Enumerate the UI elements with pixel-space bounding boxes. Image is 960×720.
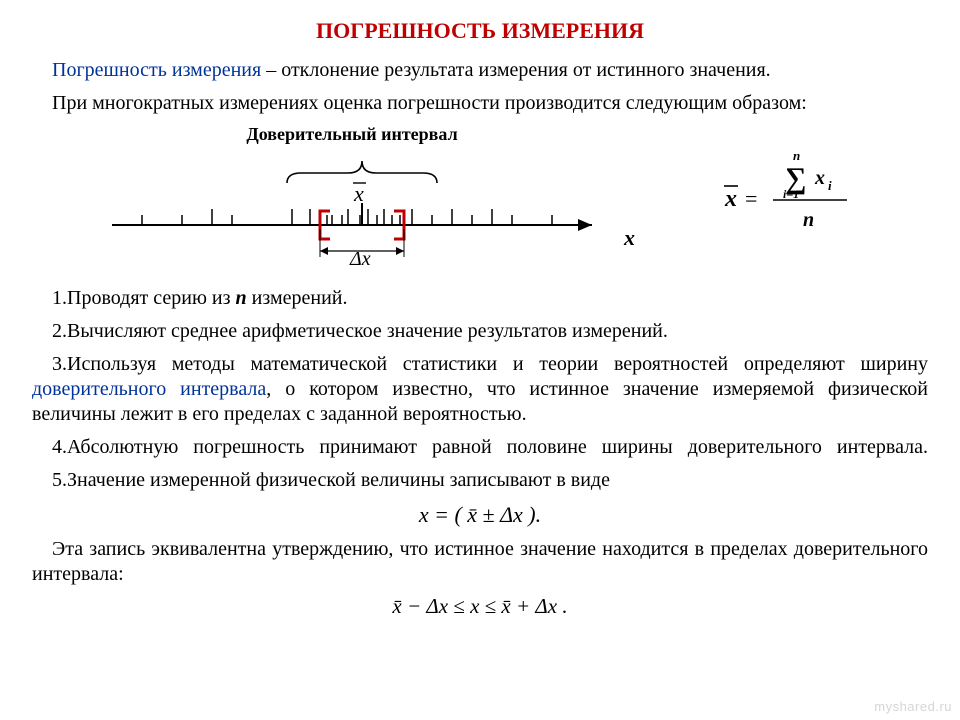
svg-text:x: x — [353, 181, 364, 206]
svg-text:x: x — [814, 167, 825, 189]
result-formula: x = ( x̄ ± Δx ). — [32, 501, 928, 529]
intro-rest: – отклонение результата измерения от ист… — [261, 59, 770, 81]
lead-paragraph: При многократных измерениях оценка погре… — [32, 91, 928, 116]
step-1: 1.Проводят серию из n измерений. — [32, 286, 928, 311]
mean-formula: x=∑ni=1xin — [672, 124, 928, 256]
svg-text:n: n — [793, 148, 800, 163]
svg-text:=: = — [745, 186, 757, 211]
term: Погрешность измерения — [52, 59, 261, 81]
step-3: 3.Используя методы математической статис… — [32, 352, 928, 427]
svg-text:Δx: Δx — [349, 248, 371, 270]
step-5: 5.Значение измеренной физической величин… — [32, 468, 928, 493]
page-title: ПОГРЕШНОСТЬ ИЗМЕРЕНИЯ — [32, 18, 928, 44]
diagram: Доверительный интервал x Δx x — [32, 124, 672, 278]
step-4: 4.Абсолютную погрешность принимают равно… — [32, 435, 928, 460]
step-2: 2.Вычисляют среднее арифметическое значе… — [32, 319, 928, 344]
number-line-svg: x Δx x — [32, 147, 672, 272]
svg-text:x: x — [724, 186, 737, 212]
intro-paragraph: Погрешность измерения – отклонение резул… — [32, 58, 928, 83]
inequality-formula: x̄ − Δx ≤ x ≤ x̄ + Δx . — [32, 593, 928, 619]
tail-paragraph: Эта запись эквивалентна утверждению, что… — [32, 537, 928, 587]
confidence-interval-term: доверительного интервала — [32, 378, 266, 400]
n-var: n — [236, 287, 247, 309]
svg-text:i: i — [828, 178, 832, 193]
svg-text:x: x — [623, 225, 635, 250]
watermark: myshared.ru — [874, 699, 952, 714]
confidence-interval-label: Доверительный интервал — [32, 124, 672, 145]
svg-text:n: n — [803, 209, 814, 231]
svg-text:i=1: i=1 — [783, 187, 799, 201]
